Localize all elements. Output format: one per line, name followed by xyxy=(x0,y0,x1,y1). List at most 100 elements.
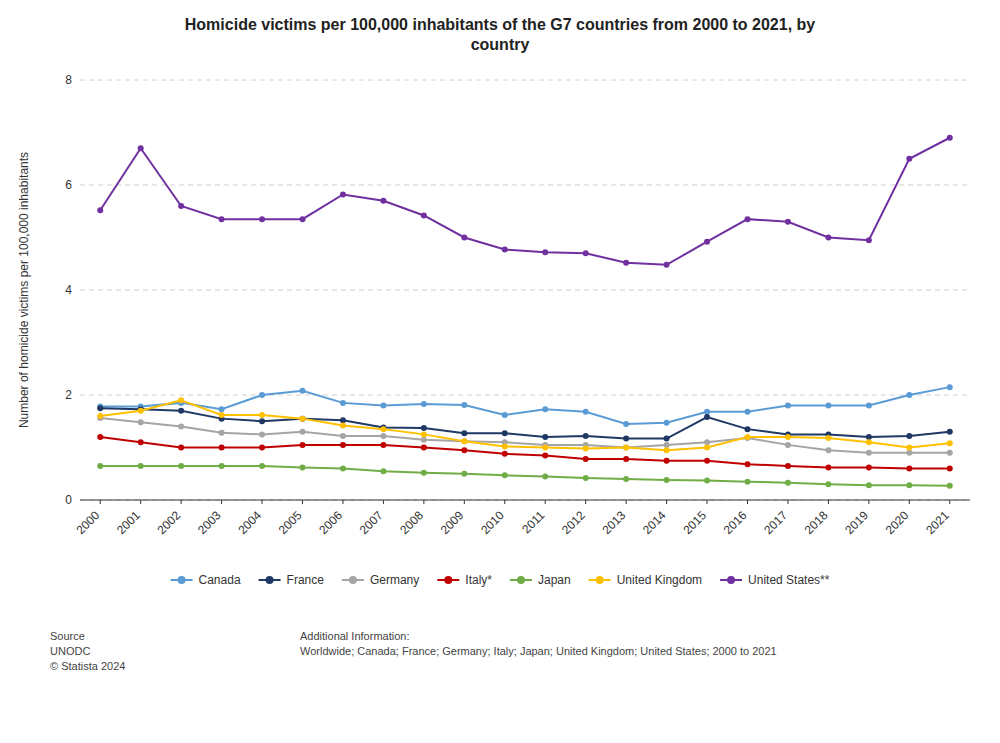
x-tick-label: 2016 xyxy=(721,508,750,537)
point xyxy=(219,412,225,418)
point xyxy=(906,450,912,456)
point xyxy=(623,436,629,442)
point xyxy=(704,239,710,245)
y-tick-label: 2 xyxy=(65,388,72,402)
point xyxy=(825,464,831,470)
x-tick xyxy=(100,500,101,504)
x-tick-label: 2011 xyxy=(519,508,547,536)
point xyxy=(219,216,225,222)
point xyxy=(542,434,548,440)
point xyxy=(259,431,265,437)
legend-label: Japan xyxy=(538,573,571,587)
title-line: country xyxy=(471,36,530,53)
legend-label: Italy* xyxy=(465,573,492,587)
annotation: Additional Information:Worldwide; Canada… xyxy=(300,630,777,657)
legend-label: Germany xyxy=(370,573,419,587)
x-tick-label: 2014 xyxy=(640,508,669,537)
x-tick-label: 2000 xyxy=(74,508,103,537)
legend-item: Japan xyxy=(510,573,571,587)
point xyxy=(785,442,791,448)
point xyxy=(421,431,427,437)
point xyxy=(785,434,791,440)
point xyxy=(906,433,912,439)
point xyxy=(623,260,629,266)
legend-item: United Kingdom xyxy=(589,573,702,587)
x-tick xyxy=(221,500,222,504)
point xyxy=(664,262,670,268)
x-tick xyxy=(545,500,546,504)
point xyxy=(906,482,912,488)
point xyxy=(461,438,467,444)
annotation-line: © Statista 2024 xyxy=(50,660,125,672)
point xyxy=(219,430,225,436)
x-tick xyxy=(504,500,505,504)
point xyxy=(178,203,184,209)
x-tick-label: 2007 xyxy=(357,508,386,537)
point xyxy=(97,207,103,213)
point xyxy=(380,433,386,439)
point xyxy=(421,212,427,218)
point xyxy=(461,235,467,241)
point xyxy=(380,198,386,204)
point xyxy=(300,442,306,448)
point xyxy=(866,464,872,470)
point xyxy=(138,145,144,151)
point xyxy=(704,439,710,445)
point xyxy=(785,480,791,486)
point xyxy=(259,216,265,222)
point xyxy=(542,452,548,458)
point xyxy=(219,463,225,469)
series-line xyxy=(100,466,950,486)
x-tick xyxy=(707,500,708,504)
x-tick-label: 2015 xyxy=(680,508,709,537)
legend-item: Canada xyxy=(171,573,241,587)
legend-swatch-marker xyxy=(517,576,525,584)
x-axis-line xyxy=(80,500,970,501)
point xyxy=(866,482,872,488)
point xyxy=(704,478,710,484)
point xyxy=(380,426,386,432)
point xyxy=(300,429,306,435)
point xyxy=(502,443,508,449)
point xyxy=(745,409,751,415)
point xyxy=(583,409,589,415)
point xyxy=(219,406,225,412)
y-tick-label: 0 xyxy=(65,493,72,507)
point xyxy=(97,463,103,469)
point xyxy=(461,471,467,477)
point xyxy=(380,442,386,448)
annotation-line: Additional Information: xyxy=(300,630,409,642)
point xyxy=(542,249,548,255)
point xyxy=(340,442,346,448)
point xyxy=(947,135,953,141)
point xyxy=(745,434,751,440)
legend: CanadaFranceGermanyItaly*JapanUnited Kin… xyxy=(171,573,830,587)
point xyxy=(178,463,184,469)
legend-swatch-marker xyxy=(266,576,274,584)
x-tick xyxy=(423,500,424,504)
point xyxy=(138,408,144,414)
point xyxy=(906,392,912,398)
y-tick-label: 6 xyxy=(65,178,72,192)
point xyxy=(178,424,184,430)
x-tick xyxy=(342,500,343,504)
x-tick-label: 2020 xyxy=(883,508,912,537)
point xyxy=(704,445,710,451)
point xyxy=(380,403,386,409)
point xyxy=(502,247,508,253)
point xyxy=(947,483,953,489)
point xyxy=(502,451,508,457)
grid-line xyxy=(80,395,970,396)
x-tick-label: 2004 xyxy=(235,508,264,537)
point xyxy=(664,447,670,453)
point xyxy=(380,468,386,474)
x-tick xyxy=(181,500,182,504)
grid-line xyxy=(80,500,970,501)
point xyxy=(825,435,831,441)
annotation: SourceUNODC© Statista 2024 xyxy=(50,630,125,672)
x-tick xyxy=(626,500,627,504)
x-tick xyxy=(464,500,465,504)
legend-item: Italy* xyxy=(437,573,492,587)
point xyxy=(623,476,629,482)
point xyxy=(947,466,953,472)
